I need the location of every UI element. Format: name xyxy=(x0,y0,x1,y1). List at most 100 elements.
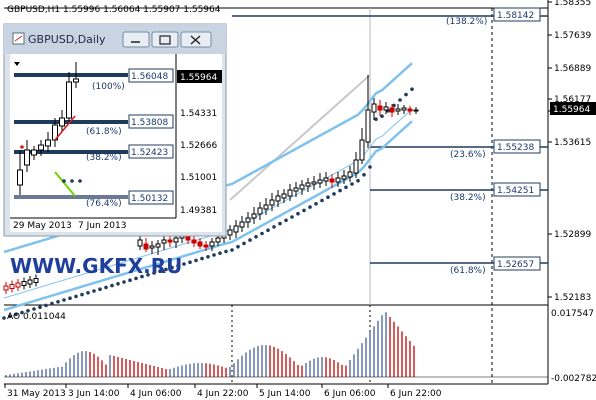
ma-dot xyxy=(170,265,174,270)
price-tick-label: 1.52899 xyxy=(554,230,591,240)
candle-body xyxy=(281,193,287,199)
candle-body xyxy=(27,279,33,285)
candle-body xyxy=(263,204,269,210)
price-tick-label: 1.52183 xyxy=(554,293,591,303)
time-tick-label: 5 Jun 14:00 xyxy=(259,389,311,399)
ao-histogram xyxy=(4,312,548,378)
daily-green-line xyxy=(54,171,76,197)
daily-fib-price-box-382 xyxy=(128,144,174,159)
candle-body xyxy=(389,107,395,113)
daily-candle-body xyxy=(73,78,79,83)
ma-dot xyxy=(230,248,234,252)
symbol-header: GBPUSD,H1 1.55996 1.56064 1.55907 1.5596… xyxy=(7,5,221,15)
candle-body xyxy=(377,105,383,111)
daily-candle-body xyxy=(17,169,23,186)
daily-price-tick: 1.49381 xyxy=(180,206,217,216)
candle-body xyxy=(203,244,209,248)
daily-fib-label-618: (61.8%) xyxy=(86,127,122,137)
ma-dot xyxy=(368,165,372,169)
candle-body xyxy=(227,229,233,236)
daily-ma-dot xyxy=(78,179,82,183)
fib-label-618: (61.8%) xyxy=(450,266,486,276)
candle-body xyxy=(311,181,317,185)
ma-dot xyxy=(212,253,216,257)
daily-fib-price-box-100 xyxy=(128,68,174,83)
daily-red-line xyxy=(54,115,76,141)
watermark: WWW.GKFX.RU xyxy=(10,254,182,278)
price-tick-label: 1.57639 xyxy=(554,31,591,41)
ma-dot xyxy=(158,269,162,274)
indicator-title: AO 0.011044 xyxy=(7,312,66,322)
fib-price-618: 1.52657 xyxy=(497,260,534,270)
ma-dot xyxy=(338,188,342,193)
candle-body xyxy=(9,284,15,289)
ao-axis-top: 0.017547 xyxy=(551,309,594,319)
candle-body xyxy=(299,184,305,190)
candle-body xyxy=(21,281,27,286)
candle-body xyxy=(293,187,299,192)
candle-body xyxy=(257,207,263,215)
ma-dot xyxy=(182,262,186,266)
ma-dot xyxy=(86,291,90,295)
candle-body xyxy=(365,109,371,143)
ma-dot xyxy=(20,310,24,315)
candle-body xyxy=(335,177,341,183)
price-tick-label: 1.58355 xyxy=(554,0,591,8)
ma-dot xyxy=(206,254,210,259)
daily-chart-window[interactable]: GBPUSD,Daily (100%) (61.8%) (38.2%) (76.… xyxy=(3,23,227,237)
fib-label-138: (138.2%) xyxy=(446,17,487,27)
ma-dot xyxy=(194,258,198,263)
candle-body xyxy=(371,103,377,113)
ma-dot xyxy=(242,241,246,246)
ma-dot xyxy=(50,301,54,306)
candle-body xyxy=(143,243,149,250)
daily-candle-body xyxy=(66,81,72,119)
time-tick-label: 31 May 2013 xyxy=(7,389,66,399)
ma-dot xyxy=(116,282,120,286)
daily-candle-body xyxy=(38,144,44,151)
ma-dot xyxy=(290,215,294,219)
candle-body xyxy=(401,107,407,111)
time-tick-label: 3 Jun 14:00 xyxy=(68,389,120,399)
minimize-button[interactable] xyxy=(122,31,150,48)
candle-body xyxy=(353,159,359,174)
inner-band xyxy=(3,108,413,299)
candle-body xyxy=(149,245,155,249)
daily-price-tick: 1.55964 xyxy=(180,73,217,83)
ma-dot xyxy=(296,211,300,216)
daily-candle-body xyxy=(59,117,65,127)
ma-dot xyxy=(44,303,48,308)
ma-dot xyxy=(98,287,102,292)
daily-fib-label-764: (76.4%) xyxy=(86,199,122,209)
daily-window-title: GBPUSD,Daily xyxy=(28,33,106,46)
time-tick-label: 6 Jun 22:00 xyxy=(390,389,442,399)
fib-price-138: 1.58142 xyxy=(497,11,534,21)
candle-body xyxy=(33,278,39,283)
ma-dot xyxy=(410,87,414,91)
ma-dot xyxy=(218,251,222,255)
fib-price-236: 1.55238 xyxy=(497,143,534,153)
ma-dot xyxy=(32,307,36,311)
candle-body xyxy=(413,109,419,112)
candle-body xyxy=(215,237,221,243)
maximize-button[interactable] xyxy=(151,31,179,48)
price-tick-label: 1.56177 xyxy=(554,95,591,105)
ma-dot xyxy=(8,314,12,319)
candle-body xyxy=(137,239,143,247)
candle-body xyxy=(3,285,9,291)
ma-dot xyxy=(236,244,240,249)
trend-channel-line xyxy=(229,74,371,201)
daily-price-tick: 1.54331 xyxy=(180,109,217,119)
daily-current-price-box xyxy=(177,70,222,83)
fib-price-box-138 xyxy=(493,7,541,22)
daily-fib-price-box-618 xyxy=(128,114,174,129)
ma-dot xyxy=(176,264,180,268)
candle-body xyxy=(161,239,167,244)
ma-dot xyxy=(260,231,264,236)
ma-dot xyxy=(134,276,138,281)
candle-body xyxy=(167,239,173,243)
daily-fib-label-100: (100%) xyxy=(92,82,125,92)
daily-ma-dot xyxy=(70,179,74,183)
daily-candle-body xyxy=(45,139,51,147)
